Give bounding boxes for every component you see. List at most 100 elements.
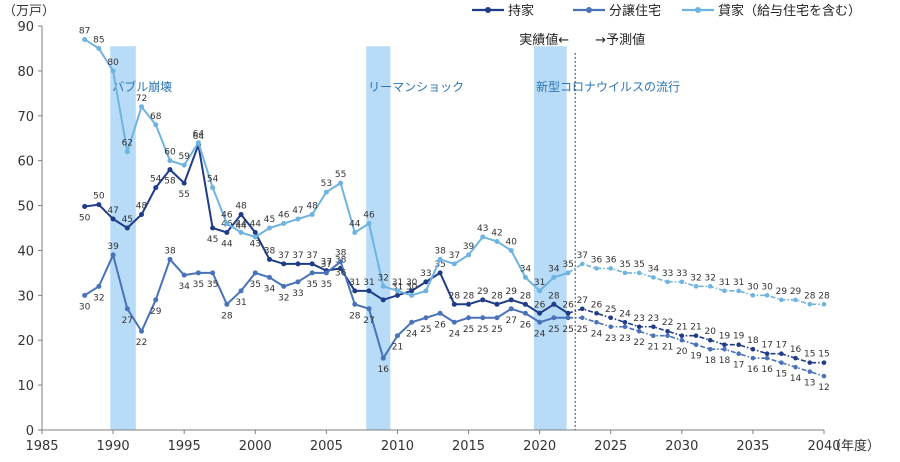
data-point-forecast (693, 333, 699, 339)
data-point (338, 259, 344, 265)
data-label: 28 (520, 291, 532, 301)
data-point (508, 297, 514, 303)
data-point-forecast (736, 342, 741, 348)
data-label: 24 (534, 329, 546, 339)
data-point (451, 261, 457, 267)
data-label: 48 (136, 202, 148, 212)
data-label: 13 (804, 379, 815, 389)
data-label: 25 (605, 305, 616, 315)
data-label: 25 (562, 325, 573, 335)
data-point (409, 292, 415, 298)
data-label: 16 (378, 365, 390, 375)
data-point (480, 297, 486, 303)
data-point-forecast (750, 293, 756, 298)
data-point (224, 221, 230, 227)
data-point (124, 149, 130, 155)
data-label: 14 (790, 374, 802, 384)
data-point-forecast (821, 360, 827, 365)
data-label: 32 (93, 293, 104, 303)
data-label: 45 (207, 235, 218, 245)
data-label: 28 (491, 291, 503, 301)
series-group: 5047454854644648443837373737383131313033… (79, 26, 830, 393)
actual-values-label: 実績値← (519, 32, 569, 48)
data-label: 24 (449, 329, 461, 339)
data-point (323, 270, 329, 276)
x-tick-label: 2030 (665, 439, 698, 454)
data-label: 25 (477, 325, 488, 335)
data-label: 32 (278, 293, 289, 303)
data-point-forecast (579, 315, 585, 321)
data-label: 18 (747, 336, 759, 346)
data-point (537, 319, 543, 325)
data-point (565, 310, 571, 316)
data-label: 15 (776, 370, 787, 380)
data-point (167, 256, 173, 262)
data-point (565, 315, 571, 321)
data-label: 50 (79, 213, 91, 223)
data-point (266, 225, 272, 231)
data-point (181, 180, 187, 186)
data-point (139, 328, 145, 334)
data-label: 22 (662, 318, 673, 328)
data-point-forecast (608, 324, 614, 330)
data-label: 34 (648, 264, 660, 274)
data-point-forecast (636, 328, 642, 334)
legend-label-3: 貸家（給与住宅を含む） (718, 3, 861, 19)
data-point-forecast (793, 355, 798, 361)
data-label: 22 (633, 338, 644, 348)
data-point (167, 158, 173, 164)
data-point (124, 306, 130, 312)
data-label: 12 (818, 383, 829, 393)
data-label: 35 (633, 260, 644, 270)
data-label: 28 (449, 291, 461, 301)
data-label: 16 (747, 365, 759, 375)
data-point (338, 180, 344, 186)
x-tick-label: 1985 (25, 439, 58, 454)
data-label: 25 (491, 325, 502, 335)
data-point (466, 252, 472, 258)
data-point (565, 270, 571, 276)
data-label: 34 (520, 264, 532, 274)
data-point-forecast (665, 279, 670, 285)
data-point (380, 283, 386, 289)
data-label: 27 (505, 316, 516, 326)
data-point (167, 167, 173, 173)
x-tick-label: 2040 (807, 439, 840, 454)
data-label: 25 (577, 325, 588, 335)
data-point (551, 315, 557, 321)
data-label: 64 (193, 132, 205, 142)
data-label: 36 (605, 255, 617, 265)
data-label: 15 (804, 350, 815, 360)
data-point (451, 319, 457, 325)
data-label: 28 (548, 291, 560, 301)
data-label: 34 (548, 264, 560, 274)
data-label: 35 (306, 280, 317, 290)
data-point-forecast (622, 319, 628, 325)
data-point (366, 221, 372, 227)
data-point (380, 355, 386, 361)
data-point (252, 229, 258, 235)
data-point (323, 189, 329, 195)
y-tick-label: 70 (17, 110, 34, 125)
data-label: 29 (477, 287, 489, 297)
data-point (366, 288, 372, 294)
data-label: 62 (122, 139, 133, 149)
x-tick-label: 2000 (239, 439, 272, 454)
forecast-values-label: →予測値 (595, 32, 645, 48)
data-point (295, 279, 301, 285)
data-label: 54 (150, 175, 162, 185)
y-tick-label: 20 (17, 334, 34, 349)
data-point (409, 288, 415, 294)
data-point (551, 274, 557, 280)
data-label: 29 (790, 287, 802, 297)
data-label: 37 (292, 251, 303, 261)
data-point (480, 315, 486, 321)
data-label: 33 (676, 269, 687, 279)
data-label: 33 (662, 269, 673, 279)
data-point-forecast (722, 346, 727, 352)
data-label: 20 (676, 347, 688, 357)
y-tick-label: 10 (17, 379, 34, 394)
data-label: 58 (164, 177, 176, 187)
data-point-forecast (807, 302, 813, 307)
data-label: 48 (235, 202, 247, 212)
